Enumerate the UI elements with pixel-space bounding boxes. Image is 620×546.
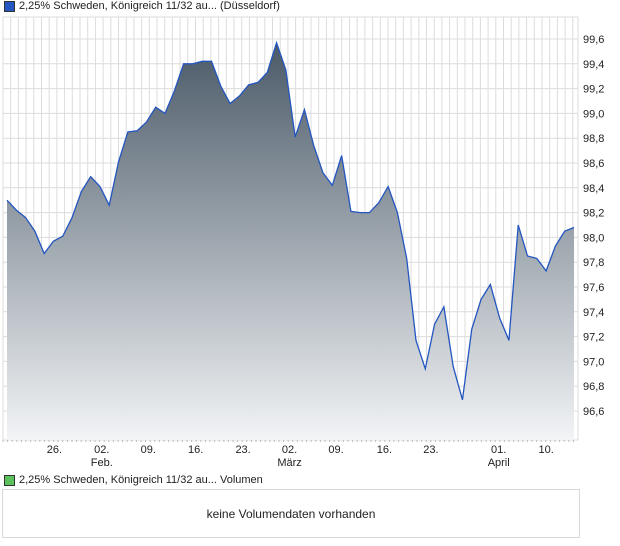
x-tick-label: 23.	[423, 444, 438, 456]
y-tick-label: 99,0	[583, 108, 604, 120]
x-tick-month-label: April	[488, 457, 510, 469]
y-tick-label: 98,6	[583, 158, 604, 170]
x-tick-label: 10.	[538, 444, 553, 456]
price-area	[7, 42, 574, 440]
x-tick-label: 16.	[377, 444, 392, 456]
price-chart: 96,6 96,8 97,0 97,2 97,4 97,6 97,8 98,0 98,2 98,4…	[2, 16, 604, 469]
y-tick-label: 97,4	[583, 307, 604, 319]
y-tick-label: 96,8	[583, 381, 604, 393]
no-volume-message: keine Volumendaten vorhanden	[206, 506, 376, 521]
x-tick-label: 26.	[47, 444, 62, 456]
x-tick-month-label: Feb.	[91, 457, 113, 469]
y-tick-label: 97,0	[583, 356, 604, 368]
y-tick-label: 97,6	[583, 282, 604, 294]
price-legend: 2,25% Schweden, Königreich 11/32 au... (…	[4, 0, 280, 12]
volume-swatch	[4, 474, 15, 486]
volume-panel: keine Volumendaten vorhanden	[2, 489, 580, 538]
y-tick-label: 97,2	[583, 332, 604, 344]
y-tick-label: 99,4	[583, 59, 604, 71]
x-tick-label: 23.	[235, 444, 250, 456]
y-tick-label: 98,4	[583, 183, 604, 195]
x-tick-label: 09.	[141, 444, 156, 456]
x-tick-month-label: März	[277, 457, 301, 469]
y-tick-label: 97,8	[583, 257, 604, 269]
x-tick-label: 09.	[328, 444, 343, 456]
volume-legend-label: 2,25% Schweden, Königreich 11/32 au... V…	[19, 474, 263, 486]
price-line	[6, 40, 575, 401]
x-tick-label: 16.	[188, 444, 203, 456]
y-tick-label: 96,6	[583, 406, 604, 418]
y-tick-label: 98,8	[583, 133, 604, 145]
x-tick-label: 02.	[282, 444, 297, 456]
y-tick-label: 99,2	[583, 84, 604, 96]
volume-legend: 2,25% Schweden, Königreich 11/32 au... V…	[4, 474, 263, 486]
x-tick-label: 01.	[491, 444, 506, 456]
price-legend-label: 2,25% Schweden, Königreich 11/32 au... (…	[19, 0, 280, 12]
price-swatch	[4, 0, 15, 12]
y-tick-label: 98,2	[583, 208, 604, 220]
y-tick-label: 98,0	[583, 232, 604, 244]
y-tick-label: 99,6	[583, 34, 604, 46]
x-tick-label: 02.	[94, 444, 109, 456]
